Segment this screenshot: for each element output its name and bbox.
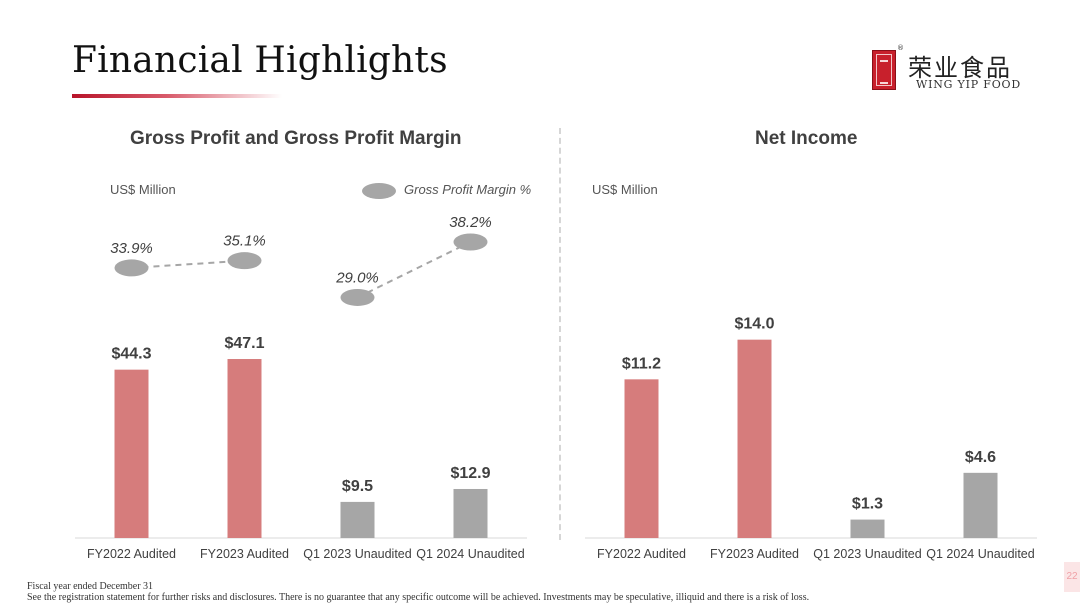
logo-chinese-name: 荣业食品: [908, 54, 1012, 82]
legend-label: Gross Profit Margin %: [404, 182, 532, 197]
category-tick-label: FY2023 Audited: [710, 547, 799, 561]
footnote-fiscal-year: Fiscal year ended December 31: [27, 581, 154, 592]
bar: [963, 472, 998, 538]
margin-value-label: 29.0%: [335, 269, 379, 286]
gross-profit-chart-title: Gross Profit and Gross Profit Margin: [130, 128, 462, 149]
footnote-disclaimer: See the registration statement for furth…: [27, 592, 810, 603]
bar: [624, 379, 659, 538]
bar-value-label: $14.0: [734, 316, 774, 333]
logo-seal-icon: [872, 50, 896, 90]
bar: [340, 501, 375, 538]
category-tick-label: Q1 2024 Unaudited: [416, 547, 524, 561]
bar-value-label: $44.3: [111, 346, 151, 363]
margin-value-label: 33.9%: [110, 240, 153, 257]
bar-value-label: $12.9: [450, 465, 490, 482]
margin-value-label: 35.1%: [223, 233, 266, 250]
margin-marker: [114, 259, 149, 277]
registered-mark: ®: [897, 44, 904, 52]
category-tick-label: FY2023 Audited: [200, 547, 289, 561]
legend-marker-icon: [362, 183, 396, 199]
category-tick-label: Q1 2023 Unaudited: [303, 547, 411, 561]
title-underline: [72, 94, 282, 98]
margin-marker: [227, 252, 262, 270]
category-tick-label: Q1 2024 Unaudited: [926, 547, 1034, 561]
net-income-chart-title: Net Income: [755, 128, 858, 149]
bar-value-label: $9.5: [342, 478, 373, 495]
page-title: Financial Highlights: [72, 40, 448, 81]
gross-profit-unit-label: US$ Million: [110, 182, 176, 197]
chart-divider: [559, 128, 561, 540]
bar: [850, 519, 885, 538]
category-tick-label: Q1 2023 Unaudited: [813, 547, 921, 561]
page-number: 22: [1064, 562, 1080, 592]
bar-value-label: $1.3: [852, 496, 883, 513]
margin-marker: [340, 288, 375, 306]
net-income-chart: $11.2 FY2022 Audited $14.0 FY2023 Audited $1…: [585, 316, 1037, 561]
gross-profit-chart: $44.3 FY2022 Audited $47.1 FY2023 Audited $9…: [75, 214, 527, 561]
category-tick-label: FY2022 Audited: [597, 547, 686, 561]
net-income-unit-label: US$ Million: [592, 182, 658, 197]
footnote: Fiscal year ended December 31 See the re…: [27, 581, 809, 603]
bar-value-label: $4.6: [965, 449, 996, 466]
bar: [227, 359, 262, 538]
margin-value-label: 38.2%: [449, 214, 492, 231]
margin-line-segment: [131, 259, 245, 269]
bar: [737, 339, 772, 538]
logo-english-name: WING YIP FOOD: [916, 78, 1021, 91]
margin-marker: [453, 233, 488, 251]
bar: [114, 369, 149, 538]
category-tick-label: FY2022 Audited: [87, 547, 176, 561]
margin-line-segment: [357, 241, 471, 299]
company-logo: ® 荣业食品 WING YIP FOOD: [872, 44, 1032, 96]
bar-value-label: $11.2: [622, 355, 661, 372]
bar: [453, 488, 488, 538]
bar-value-label: $47.1: [224, 335, 264, 352]
